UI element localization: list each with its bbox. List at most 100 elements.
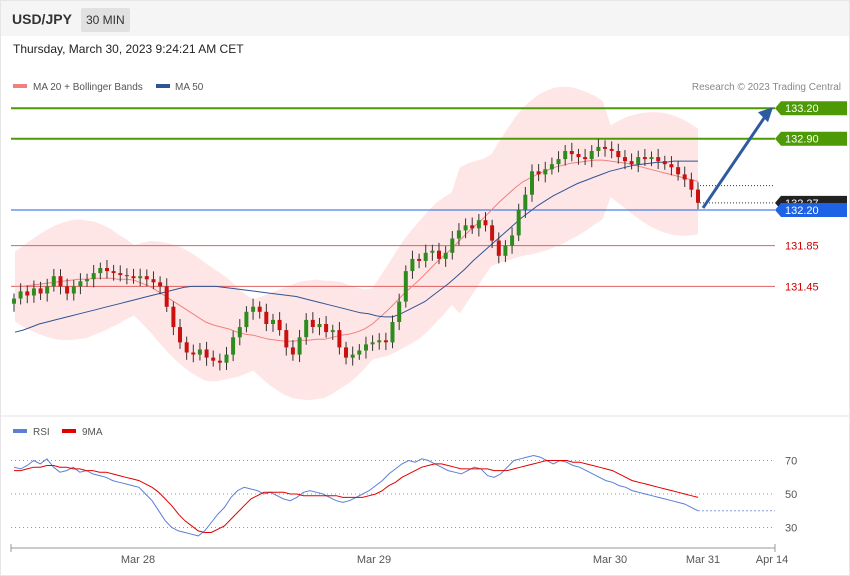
x-tick-label: Mar 28 bbox=[121, 554, 155, 566]
candle-down bbox=[616, 151, 621, 158]
candle-up bbox=[350, 354, 355, 358]
candle-up bbox=[589, 151, 594, 160]
candle-down bbox=[603, 146, 607, 149]
candle-up bbox=[231, 337, 236, 355]
pivot-tag-label: 132.20 bbox=[785, 205, 819, 217]
x-tick-label: Mar 30 bbox=[593, 554, 627, 566]
candle-down bbox=[290, 347, 295, 355]
candle-down bbox=[217, 360, 222, 363]
x-axis: Mar 28 Mar 29 Mar 30 Mar 31 Apr 14 bbox=[10, 544, 788, 566]
candle-down bbox=[623, 157, 627, 162]
candle-down bbox=[662, 161, 667, 165]
candle-up bbox=[377, 340, 382, 343]
candle-up bbox=[450, 238, 455, 253]
candle-down bbox=[310, 319, 315, 327]
candle-up bbox=[390, 322, 395, 343]
timeframe-badge[interactable]: 30 MIN bbox=[81, 8, 130, 32]
candle-down bbox=[257, 306, 262, 312]
candle-down bbox=[417, 258, 422, 261]
rsi-legend-label: RSI bbox=[33, 427, 50, 438]
resistance-tag-bg bbox=[775, 131, 847, 146]
candle-down bbox=[25, 291, 30, 296]
ma50-line bbox=[14, 160, 698, 333]
credit-label: Research © 2023 Trading Central bbox=[692, 82, 841, 93]
rsi-line bbox=[13, 454, 699, 537]
forecast-arrow-shaft bbox=[701, 114, 768, 209]
candle-down bbox=[264, 311, 269, 324]
candle-up bbox=[244, 311, 249, 328]
candle-up bbox=[523, 194, 528, 210]
candle-down bbox=[324, 324, 329, 333]
candle-up bbox=[463, 225, 468, 231]
candle-up bbox=[503, 245, 508, 256]
candle-down bbox=[483, 220, 488, 226]
ma20-line bbox=[15, 159, 699, 342]
candle-up bbox=[98, 268, 103, 274]
candle-up bbox=[430, 250, 435, 253]
candle-up bbox=[543, 169, 548, 175]
candle-down bbox=[131, 276, 136, 279]
candle-down bbox=[118, 273, 123, 276]
candle-up bbox=[423, 252, 428, 261]
candle-down bbox=[184, 342, 189, 353]
candle-down bbox=[111, 271, 116, 274]
candle-down bbox=[682, 174, 687, 180]
candle-up bbox=[297, 337, 302, 355]
candle-down bbox=[178, 327, 182, 343]
rsi-legend-swatch bbox=[13, 429, 27, 433]
candle-down bbox=[144, 276, 149, 280]
candle-up bbox=[304, 319, 309, 338]
candle-up bbox=[357, 350, 362, 355]
chart-header: USD/JPY 30 MIN bbox=[1, 1, 849, 36]
candle-down bbox=[38, 288, 43, 294]
candle-up bbox=[364, 344, 368, 351]
candle-up bbox=[516, 210, 521, 236]
candle-down bbox=[689, 179, 694, 190]
candle-down bbox=[669, 164, 674, 168]
candle-down bbox=[204, 349, 209, 358]
candle-up bbox=[636, 157, 641, 165]
candle-down bbox=[105, 268, 109, 272]
candle-down bbox=[191, 352, 196, 355]
candle-up bbox=[78, 281, 83, 287]
candle-up bbox=[596, 146, 601, 151]
candle-down bbox=[470, 225, 475, 229]
ma9-legend-label: 9MA bbox=[82, 427, 103, 438]
candle-down bbox=[277, 319, 282, 331]
candle-down bbox=[656, 157, 661, 162]
candle-up bbox=[45, 286, 50, 294]
candle-down bbox=[171, 306, 176, 328]
candle-down bbox=[569, 151, 574, 155]
forecast-arrow bbox=[701, 107, 773, 209]
candlesticks bbox=[12, 138, 700, 371]
candle-down bbox=[284, 330, 289, 348]
candle-up bbox=[12, 298, 16, 304]
resistance-tag-label: 133.20 bbox=[785, 103, 819, 115]
candle-up bbox=[397, 301, 402, 322]
candle-down bbox=[158, 282, 163, 287]
candle-down bbox=[676, 167, 681, 175]
candle-up bbox=[197, 349, 202, 355]
bollinger-band-fill bbox=[15, 86, 698, 401]
x-tick-label: Mar 31 bbox=[686, 554, 720, 566]
ma9-legend-swatch bbox=[62, 429, 76, 433]
rsi-ma9-line bbox=[14, 460, 699, 533]
candle-up bbox=[476, 220, 481, 229]
candle-up bbox=[556, 159, 561, 165]
pivot-tag-bg bbox=[775, 203, 847, 217]
candle-up bbox=[403, 271, 408, 302]
candle-up bbox=[563, 151, 568, 160]
candle-down bbox=[536, 171, 541, 175]
candle-up bbox=[317, 324, 322, 328]
ma50-legend-label: MA 50 bbox=[175, 82, 204, 93]
candle-down bbox=[383, 340, 388, 343]
candle-down bbox=[211, 357, 216, 361]
candle-up bbox=[51, 276, 56, 287]
candle-down bbox=[576, 154, 581, 158]
candle-down bbox=[629, 161, 634, 165]
candle-down bbox=[65, 286, 70, 294]
candle-down bbox=[437, 250, 441, 259]
candle-up bbox=[456, 230, 461, 239]
candle-up bbox=[91, 273, 96, 280]
